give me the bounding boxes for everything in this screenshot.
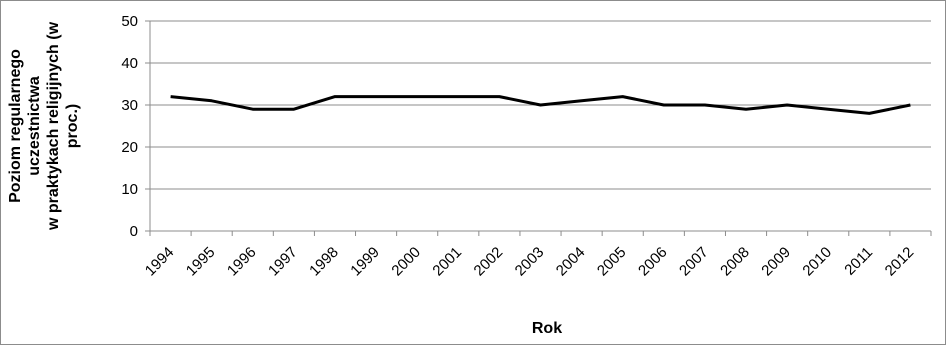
x-tick-label: 1996	[224, 244, 260, 280]
x-tick-label: 2008	[717, 244, 753, 280]
x-tick-label: 2001	[429, 244, 465, 280]
x-tick-label: 1994	[142, 244, 178, 280]
y-axis-title-line: proc.)	[64, 104, 81, 148]
gridlines	[150, 20, 931, 190]
x-tick-label: 2010	[799, 244, 835, 280]
series-line	[170, 95, 911, 115]
y-axis-title: Poziom regularnego uczestnictwa w praktyka…	[7, 21, 81, 231]
y-axis-title-line: Poziom regularnego	[7, 49, 24, 203]
x-tick-label: 2012	[882, 244, 918, 280]
y-tick-label: 10	[121, 181, 138, 198]
x-tick-label: 2011	[841, 244, 876, 279]
y-axis-title-line: uczestnictwa	[26, 76, 43, 176]
y-tick-label: 30	[121, 97, 138, 114]
y-tick-label: 0	[130, 223, 138, 240]
x-tick-label: 2009	[758, 244, 794, 280]
x-tick-label: 2005	[594, 244, 630, 280]
x-tick-label: 2002	[471, 244, 507, 280]
y-tick-label: 50	[121, 13, 138, 30]
x-tick-labels: 1994 1995 1996 1997 1998 1999 2000 2001 2002 2003…	[142, 244, 918, 280]
x-tick-label: 1997	[265, 244, 301, 280]
y-tick-label: 20	[121, 139, 138, 156]
x-tick-label: 2000	[388, 244, 424, 280]
x-tick-label: 2003	[512, 244, 548, 280]
x-tick-label: 2006	[635, 244, 671, 280]
x-tick-label: 2004	[553, 244, 589, 280]
y-tick-label: 40	[121, 55, 138, 72]
y-axis-title-line: w praktykach religijnych (w	[45, 21, 62, 231]
y-tick-labels: 0 10 20 30 40 50	[121, 13, 138, 240]
x-tick-label: 1999	[347, 244, 383, 280]
axes	[145, 20, 932, 236]
x-tick-label: 1998	[306, 244, 342, 280]
x-tick-label: 2007	[676, 244, 712, 280]
x-tick-label: 1995	[183, 244, 219, 280]
x-axis-title: Rok	[532, 320, 562, 337]
